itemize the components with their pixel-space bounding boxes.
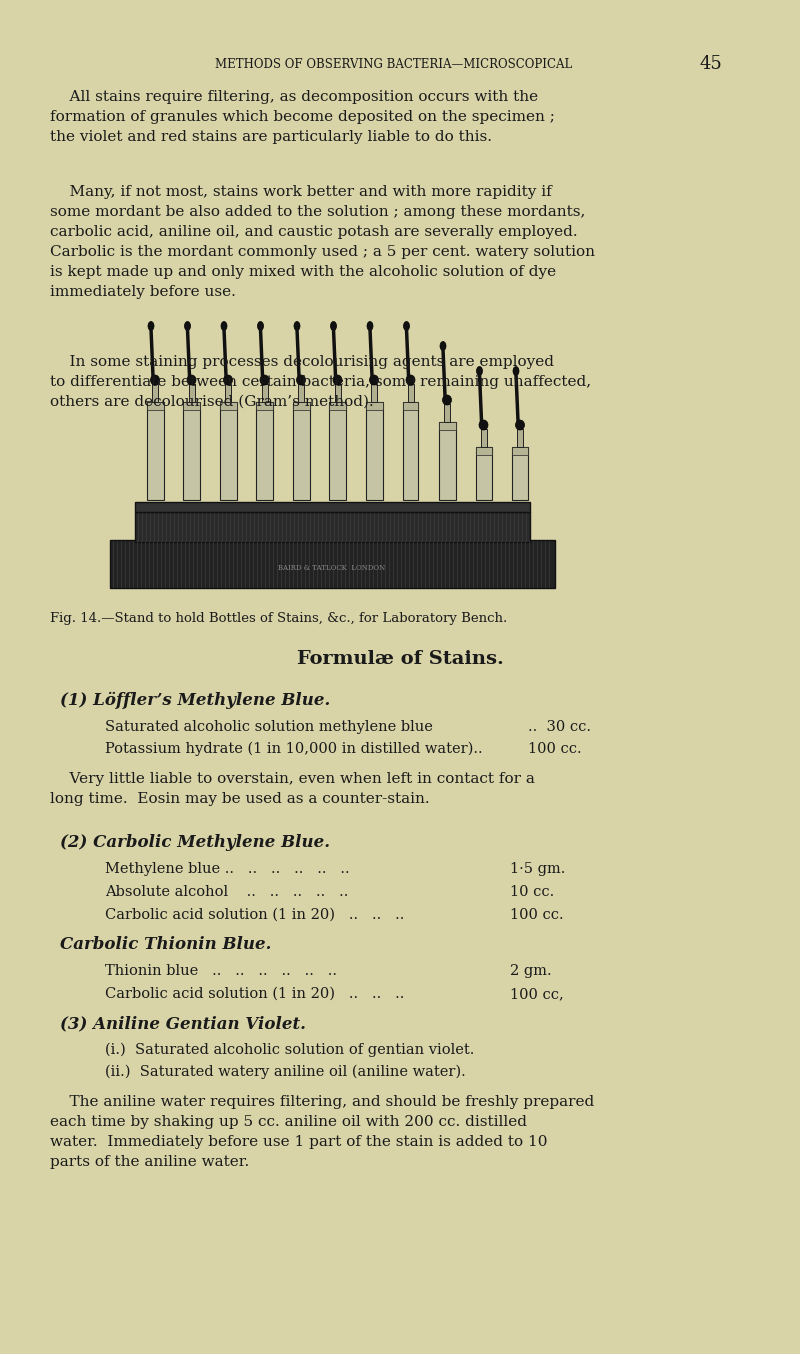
Text: In some staining processes decolourising agents are employed
to differentiate be: In some staining processes decolourising… [50, 355, 591, 409]
Bar [256, 402, 273, 500]
Bar [152, 385, 158, 402]
Bar [444, 403, 450, 422]
Text: Carbolic acid solution (1 in 20)   ..   ..   ..: Carbolic acid solution (1 in 20) .. .. .… [105, 909, 404, 922]
Ellipse shape [403, 321, 410, 330]
Bar [110, 540, 555, 588]
Ellipse shape [148, 321, 154, 330]
Text: Carbolic Thionin Blue.: Carbolic Thionin Blue. [60, 936, 271, 953]
Bar [407, 385, 414, 402]
Ellipse shape [187, 375, 196, 385]
Text: METHODS OF OBSERVING BACTERIA—MICROSCOPICAL: METHODS OF OBSERVING BACTERIA—MICROSCOPI… [215, 58, 572, 70]
Bar [135, 502, 530, 512]
Ellipse shape [150, 375, 159, 385]
Text: Fig. 14.—Stand to hold Bottles of Stains, &c., for Laboratory Bench.: Fig. 14.—Stand to hold Bottles of Stains… [50, 612, 507, 626]
Text: Carbolic acid solution (1 in 20)   ..   ..   ..: Carbolic acid solution (1 in 20) .. .. .… [105, 987, 404, 1001]
Bar [329, 402, 346, 410]
Bar [262, 385, 267, 402]
Text: 2 gm.: 2 gm. [510, 964, 552, 978]
Bar [225, 385, 231, 402]
Text: 100 cc.: 100 cc. [510, 909, 564, 922]
Bar [219, 402, 237, 410]
Bar [512, 447, 528, 455]
Text: BAIRD & TATLOCK  LONDON: BAIRD & TATLOCK LONDON [278, 565, 386, 571]
Text: Absolute alcohol    ..   ..   ..   ..   ..: Absolute alcohol .. .. .. .. .. [105, 886, 348, 899]
Bar [293, 402, 310, 500]
Bar [298, 385, 304, 402]
Bar [293, 402, 310, 410]
Bar [256, 402, 273, 410]
Ellipse shape [333, 375, 342, 385]
Bar [475, 447, 491, 455]
Text: Methylene blue ..   ..   ..   ..   ..   ..: Methylene blue .. .. .. .. .. .. [105, 862, 350, 876]
Bar [366, 402, 382, 500]
Text: 10 cc.: 10 cc. [510, 886, 554, 899]
Text: Thionin blue   ..   ..   ..   ..   ..   ..: Thionin blue .. .. .. .. .. .. [105, 964, 337, 978]
Bar [475, 447, 491, 500]
Ellipse shape [479, 420, 488, 431]
Bar [481, 429, 486, 447]
Text: All stains require filtering, as decomposition occurs with the
formation of gran: All stains require filtering, as decompo… [50, 89, 555, 144]
Text: (2) Carbolic Methylene Blue.: (2) Carbolic Methylene Blue. [60, 834, 330, 852]
Bar [135, 512, 530, 542]
Text: (1) Löffler’s Methylene Blue.: (1) Löffler’s Methylene Blue. [60, 692, 330, 709]
Ellipse shape [440, 341, 446, 351]
Ellipse shape [367, 321, 373, 330]
Text: Very little liable to overstain, even when left in contact for a
long time.  Eos: Very little liable to overstain, even wh… [50, 772, 535, 806]
Bar [219, 402, 237, 500]
Text: Many, if not most, stains work better and with more rapidity if
some mordant be : Many, if not most, stains work better an… [50, 185, 595, 299]
Text: Potassium hydrate (1 in 10,000 in distilled water)..: Potassium hydrate (1 in 10,000 in distil… [105, 742, 482, 757]
Ellipse shape [258, 321, 263, 330]
Text: 45: 45 [700, 56, 722, 73]
Ellipse shape [260, 375, 269, 385]
Text: (ii.)  Saturated watery aniline oil (aniline water).: (ii.) Saturated watery aniline oil (anil… [105, 1066, 466, 1079]
Text: (i.)  Saturated alcoholic solution of gentian violet.: (i.) Saturated alcoholic solution of gen… [105, 1043, 474, 1057]
Bar [329, 402, 346, 500]
Bar [371, 385, 377, 402]
Bar [438, 422, 455, 431]
Bar [183, 402, 200, 500]
Text: 100 cc.: 100 cc. [528, 742, 582, 756]
Bar [438, 422, 455, 500]
Bar [183, 402, 200, 410]
Ellipse shape [370, 375, 378, 385]
Ellipse shape [294, 321, 300, 330]
Ellipse shape [330, 321, 337, 330]
Ellipse shape [406, 375, 415, 385]
Text: 1·5 gm.: 1·5 gm. [510, 862, 566, 876]
Text: ..  30 cc.: .. 30 cc. [528, 720, 591, 734]
Ellipse shape [477, 367, 482, 375]
Ellipse shape [297, 375, 306, 385]
Ellipse shape [223, 375, 233, 385]
Bar [146, 402, 163, 410]
Ellipse shape [185, 321, 190, 330]
Text: Formulæ of Stains.: Formulæ of Stains. [297, 650, 503, 668]
Ellipse shape [221, 321, 227, 330]
Text: (3) Aniline Gentian Violet.: (3) Aniline Gentian Violet. [60, 1016, 306, 1032]
Bar [366, 402, 382, 410]
Bar [403, 402, 418, 410]
Bar [189, 385, 194, 402]
Bar [334, 385, 341, 402]
Ellipse shape [442, 395, 451, 405]
Text: Saturated alcoholic solution methylene blue: Saturated alcoholic solution methylene b… [105, 720, 433, 734]
Bar [512, 447, 528, 500]
Ellipse shape [515, 420, 525, 431]
Text: The aniline water requires filtering, and should be freshly prepared
each time b: The aniline water requires filtering, an… [50, 1095, 594, 1169]
Bar [517, 429, 523, 447]
Ellipse shape [513, 367, 519, 375]
Bar [403, 402, 418, 500]
Bar [146, 402, 163, 500]
Text: 100 cc,: 100 cc, [510, 987, 564, 1001]
